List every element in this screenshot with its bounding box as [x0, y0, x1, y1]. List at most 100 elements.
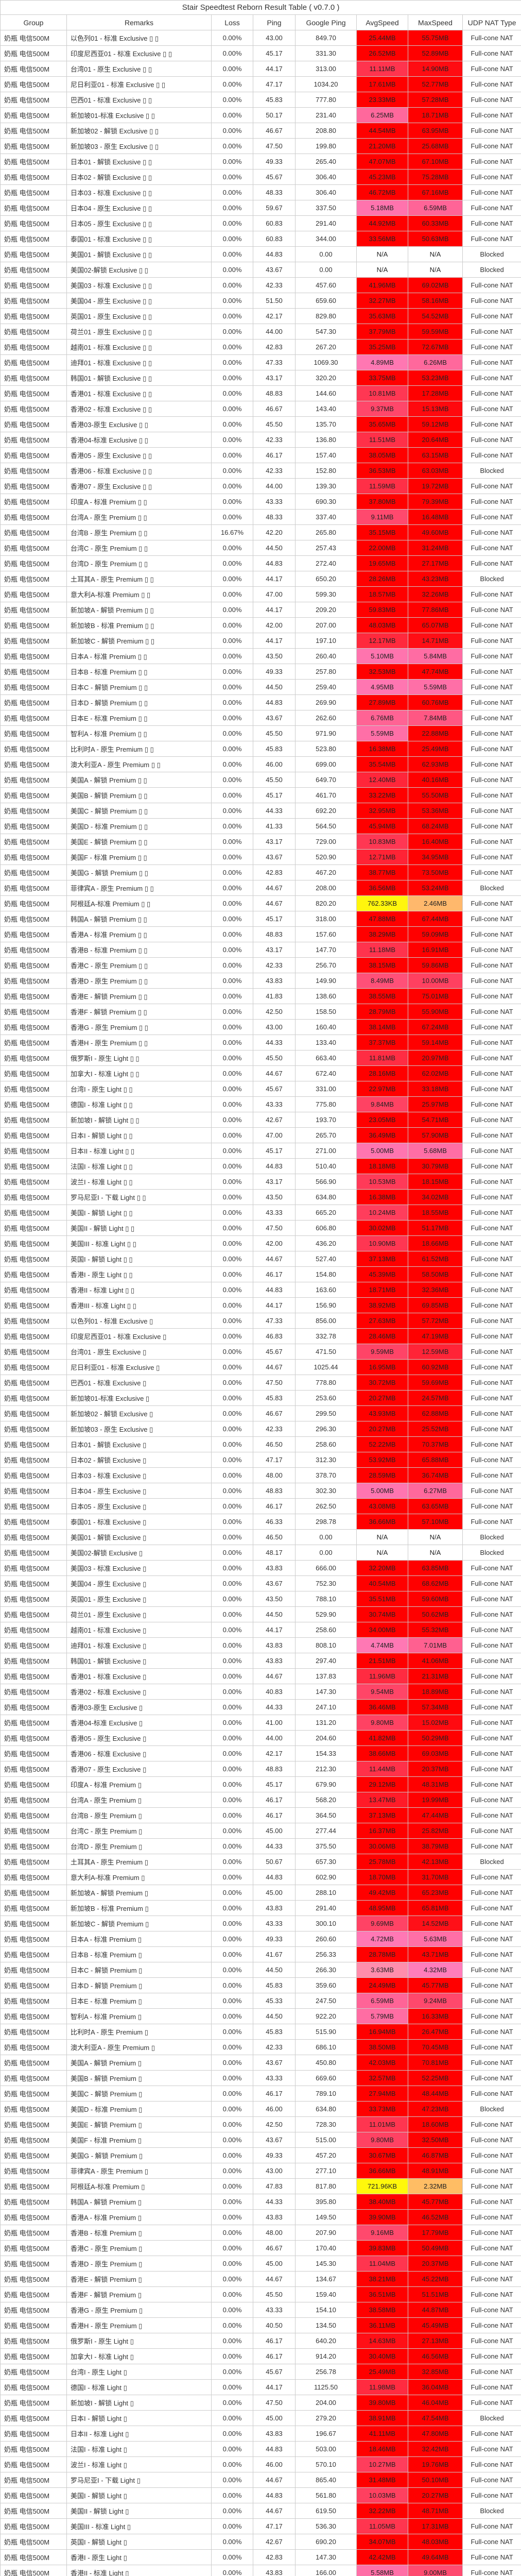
cell-nat-type: Full-cone NAT	[462, 2240, 521, 2256]
cell-remarks: 阿根廷A-标准 Premium ▯ ▯	[66, 895, 212, 911]
cell-google-ping: 291.40	[295, 215, 357, 231]
cell-remarks: 越南01 - 标准 Exclusive ▯	[66, 1622, 212, 1638]
cell-group: 奶瓶 电信500M	[0, 1498, 67, 1514]
cell-avg-speed: 31.48MB	[356, 2472, 408, 2488]
cell-google-ping: 599.30	[295, 586, 357, 602]
cell-group: 奶瓶 电信500M	[0, 1529, 67, 1545]
cell-max-speed: 32.42MB	[408, 2441, 463, 2457]
table-row: 奶瓶 电信500M 越南01 - 标准 Exclusive ▯ 0.00% 44.17…	[0, 1622, 521, 1638]
cell-max-speed: 59.14MB	[408, 1035, 463, 1050]
cell-avg-speed: 38.91MB	[356, 2410, 408, 2426]
cell-avg-speed: 44.92MB	[356, 215, 408, 231]
cell-max-speed: 65.23MB	[408, 1885, 463, 1901]
cell-group: 奶瓶 电信500M	[0, 339, 67, 355]
cell-avg-speed: 27.94MB	[356, 2086, 408, 2102]
cell-ping: 44.67	[253, 1251, 296, 1267]
cell-google-ping: 298.78	[295, 1514, 357, 1530]
cell-remarks: 日本A - 标准 Premium ▯ ▯	[66, 648, 212, 664]
cell-ping: 44.50	[253, 540, 296, 556]
cell-remarks: 美国III - 标准 Light ▯	[66, 2518, 212, 2534]
cell-google-ping: 375.50	[295, 1838, 357, 1854]
table-row: 奶瓶 电信500M 香港II - 标准 Light ▯ ▯ 0.00% 44.83 16…	[0, 1282, 521, 1298]
cell-group: 奶瓶 电信500M	[0, 1776, 67, 1792]
table-row: 奶瓶 电信500M 台湾B - 原生 Premium ▯ ▯ 16.67% 42.20…	[0, 524, 521, 540]
cell-group: 奶瓶 电信500M	[0, 2055, 67, 2071]
cell-google-ping: 467.20	[295, 865, 357, 880]
cell-loss: 0.00%	[211, 1266, 253, 1282]
table-row: 奶瓶 电信500M 比利时A - 原生 Premium ▯ 0.00% 45.83 51…	[0, 2024, 521, 2040]
cell-nat-type: Full-cone NAT	[462, 370, 521, 386]
cell-google-ping: 515.90	[295, 2024, 357, 2040]
cell-google-ping: 395.80	[295, 2194, 357, 2210]
cell-max-speed: 73.50MB	[408, 865, 463, 880]
table-row: 奶瓶 电信500M 迪拜01 - 标准 Exclusive ▯ 0.00% 43.83…	[0, 1637, 521, 1653]
cell-loss: 0.00%	[211, 1220, 253, 1236]
cell-nat-type: Full-cone NAT	[462, 1653, 521, 1669]
cell-avg-speed: 20.27MB	[356, 1421, 408, 1437]
cell-max-speed: 59.59MB	[408, 324, 463, 340]
cell-max-speed: 51.51MB	[408, 2286, 463, 2302]
cell-nat-type: Full-cone NAT	[462, 2008, 521, 2024]
cell-remarks: 新加坡01-标准 Exclusive ▯	[66, 1390, 212, 1406]
cell-ping: 44.83	[253, 1869, 296, 1885]
cell-ping: 45.50	[253, 2286, 296, 2302]
cell-google-ping: 302.30	[295, 1483, 357, 1499]
cell-loss: 0.00%	[211, 865, 253, 880]
table-row: 奶瓶 电信500M 澳大利亚A - 原生 Premium ▯ ▯ 0.00% 46.0…	[0, 756, 521, 772]
cell-google-ping: 634.80	[295, 2101, 357, 2117]
cell-nat-type: Full-cone NAT	[462, 895, 521, 911]
table-row: 奶瓶 电信500M 美国02-解锁 Exclusive ▯ ▯ 0.00% 43.67…	[0, 262, 521, 278]
cell-ping: 43.83	[253, 2426, 296, 2442]
cell-loss: 0.00%	[211, 2086, 253, 2102]
cell-ping: 42.83	[253, 865, 296, 880]
cell-nat-type: Full-cone NAT	[462, 1035, 521, 1050]
cell-google-ping: 640.20	[295, 2333, 357, 2349]
cell-group: 奶瓶 电信500M	[0, 478, 67, 494]
cell-nat-type: Full-cone NAT	[462, 957, 521, 973]
cell-google-ping: 619.50	[295, 2503, 357, 2519]
cell-ping: 48.17	[253, 1545, 296, 1561]
cell-nat-type: Full-cone NAT	[462, 138, 521, 154]
cell-nat-type: Blocked	[462, 880, 521, 896]
cell-avg-speed: 38.40MB	[356, 2194, 408, 2210]
cell-loss: 0.00%	[211, 2410, 253, 2426]
cell-ping: 44.33	[253, 2194, 296, 2210]
cell-loss: 0.00%	[211, 1823, 253, 1839]
cell-max-speed: 16.48MB	[408, 509, 463, 525]
cell-remarks: 美国04 - 原生 Exclusive ▯ ▯	[66, 293, 212, 309]
cell-avg-speed: N/A	[356, 262, 408, 278]
cell-max-speed: 19.99MB	[408, 1792, 463, 1808]
cell-nat-type: Full-cone NAT	[462, 1081, 521, 1097]
cell-ping: 45.67	[253, 1081, 296, 1097]
cell-group: 奶瓶 电信500M	[0, 1869, 67, 1885]
cell-loss: 0.00%	[211, 1761, 253, 1777]
table-row: 奶瓶 电信500M 意大利A-标准 Premium ▯ 0.00% 44.83 602.…	[0, 1869, 521, 1885]
table-row: 奶瓶 电信500M 新加坡03 - 原生 Exclusive ▯ 0.00% 42.3…	[0, 1421, 521, 1437]
cell-loss: 0.00%	[211, 2132, 253, 2148]
cell-avg-speed: 52.22MB	[356, 1436, 408, 1452]
table-row: 奶瓶 电信500M 阿根廷A-标准 Premium ▯ 0.00% 47.83 817.…	[0, 2178, 521, 2194]
cell-max-speed: 36.04MB	[408, 2379, 463, 2395]
cell-max-speed: 55.90MB	[408, 1004, 463, 1020]
cell-ping: 42.33	[253, 1421, 296, 1437]
cell-google-ping: 257.80	[295, 664, 357, 680]
cell-avg-speed: 32.27MB	[356, 293, 408, 309]
cell-max-speed: 38.79MB	[408, 1838, 463, 1854]
cell-avg-speed: 36.66MB	[356, 2163, 408, 2179]
cell-ping: 40.50	[253, 2317, 296, 2333]
cell-max-speed: 5.59MB	[408, 679, 463, 695]
cell-google-ping: 149.90	[295, 973, 357, 989]
table-row: 奶瓶 电信500M 香港07 - 原生 Exclusive ▯ 0.00% 48.83…	[0, 1761, 521, 1777]
cell-avg-speed: 11.98MB	[356, 2379, 408, 2395]
table-row: 奶瓶 电信500M 智利A - 标准 Premium ▯ 0.00% 44.50 922…	[0, 2008, 521, 2024]
cell-avg-speed: 27.63MB	[356, 1313, 408, 1329]
cell-max-speed: 27.13MB	[408, 2333, 463, 2349]
cell-google-ping: 265.70	[295, 1127, 357, 1143]
table-row: 奶瓶 电信500M 台湾A - 原生 Premium ▯ 0.00% 46.17 568…	[0, 1792, 521, 1808]
cell-max-speed: 63.03MB	[408, 463, 463, 479]
cell-google-ping: 147.30	[295, 1684, 357, 1700]
table-row: 奶瓶 电信500M 印度A - 标准 Premium ▯ 0.00% 45.17 679…	[0, 1776, 521, 1792]
column-header-nat-type: UDP NAT Type	[462, 14, 521, 30]
table-row: 奶瓶 电信500M 日本01 - 解锁 Exclusive ▯ 0.00% 46.50…	[0, 1436, 521, 1452]
